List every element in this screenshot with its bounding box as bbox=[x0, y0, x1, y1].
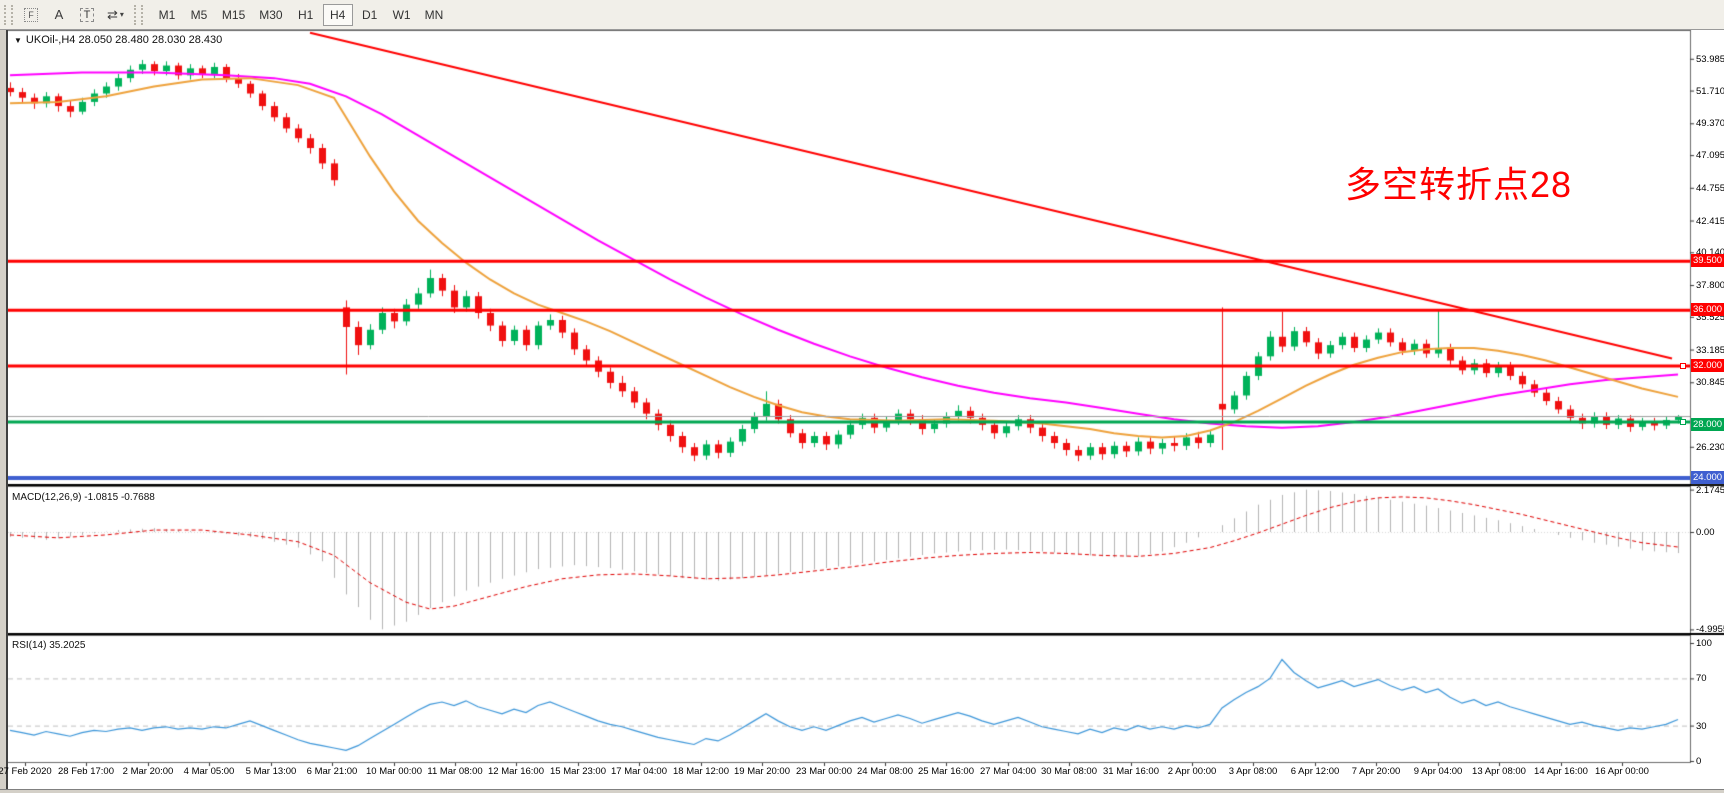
price-axis-tick: 26.230 bbox=[1696, 441, 1724, 453]
price-level-badge: 24.000 bbox=[1691, 470, 1724, 484]
time-axis-label: 27 Mar 04:00 bbox=[980, 766, 1036, 777]
time-axis-label: 4 Mar 05:00 bbox=[183, 766, 235, 777]
time-axis-label: 13 Apr 08:00 bbox=[1472, 766, 1526, 777]
price-axis-tick: 30.845 bbox=[1696, 377, 1724, 389]
price-axis-tick: 40.140 bbox=[1696, 247, 1724, 259]
time-axis-label: 24 Mar 08:00 bbox=[857, 766, 913, 777]
time-axis-label: 6 Mar 21:00 bbox=[306, 766, 358, 777]
price-axis-tick: 53.985 bbox=[1696, 53, 1724, 65]
tf-button-H4[interactable]: H4 bbox=[322, 3, 353, 26]
time-axis-label: 19 Mar 20:00 bbox=[734, 766, 790, 777]
rsi-axis-tick: 70 bbox=[1696, 673, 1707, 685]
line-anchor-marker[interactable] bbox=[1680, 363, 1686, 370]
time-axis-label: 18 Mar 12:00 bbox=[673, 766, 729, 777]
rsi-axis-tick: 100 bbox=[1696, 638, 1712, 649]
price-axis-tick: 49.370 bbox=[1696, 118, 1724, 130]
tf-button-M1[interactable]: M1 bbox=[152, 4, 182, 26]
time-axis-label: 2 Apr 00:00 bbox=[1167, 766, 1217, 777]
price-axis-tick: 51.710 bbox=[1696, 85, 1724, 97]
toolbar-grip[interactable] bbox=[4, 4, 13, 25]
dropdown-caret-icon[interactable]: ▾ bbox=[119, 10, 124, 19]
chart-header: ▼ UKOil-,H4 28.050 28.480 28.030 28.430 bbox=[14, 34, 222, 46]
price-level-badge: 28.000 bbox=[1691, 418, 1724, 432]
label-a-icon[interactable]: A bbox=[46, 3, 72, 27]
time-axis-label: 3 Apr 08:00 bbox=[1228, 766, 1278, 777]
time-axis-label: 25 Mar 16:00 bbox=[918, 766, 974, 777]
macd-label: MACD(12,26,9) -1.0815 -0.7688 bbox=[12, 492, 155, 503]
time-axis-label: 14 Apr 16:00 bbox=[1534, 766, 1588, 777]
text-tool-icon[interactable]: T bbox=[74, 3, 100, 27]
time-axis-label: 15 Mar 23:00 bbox=[550, 766, 606, 777]
price-axis-tick: 33.185 bbox=[1696, 344, 1724, 356]
time-axis-label: 5 Mar 13:00 bbox=[245, 766, 297, 777]
symbol-dropdown-icon[interactable]: ▼ bbox=[14, 36, 22, 45]
tf-button-M30[interactable]: M30 bbox=[253, 4, 288, 26]
timeframe-toolbar: M1 M5 M15 M30 H1 H4 D1 W1 MN bbox=[151, 3, 450, 26]
toolbar: F A T ⇄ ▾ M1 M5 M15 M30 H1 H4 D1 W1 MN bbox=[0, 0, 1724, 30]
macd-axis-tick: -4.9955 bbox=[1696, 624, 1724, 636]
time-axis-label: 7 Apr 20:00 bbox=[1351, 766, 1401, 777]
time-axis-label: 6 Apr 12:00 bbox=[1290, 766, 1340, 777]
time-axis-label: 30 Mar 08:00 bbox=[1041, 766, 1097, 777]
time-axis-label: 11 Mar 08:00 bbox=[427, 766, 483, 777]
time-axis-label: 17 Mar 04:00 bbox=[611, 766, 667, 777]
rsi-axis-tick: 30 bbox=[1696, 720, 1707, 732]
crosshair-grid-icon[interactable]: F bbox=[18, 3, 44, 27]
tf-button-H1[interactable]: H1 bbox=[291, 4, 321, 26]
toolbar-grip-2[interactable] bbox=[133, 4, 143, 25]
cycle-styles-icon[interactable]: ⇄ ▾ bbox=[102, 3, 129, 27]
time-axis-label: 31 Mar 16:00 bbox=[1103, 766, 1159, 777]
chart-text-annotation[interactable]: 多空转折点28 bbox=[1345, 164, 1573, 205]
price-level-badge: 36.000 bbox=[1691, 303, 1724, 317]
chart-area: ▼ UKOil-,H4 28.050 28.480 28.030 28.430 M… bbox=[0, 30, 1724, 793]
time-axis-label: 23 Mar 00:00 bbox=[796, 766, 852, 777]
tf-button-M5[interactable]: M5 bbox=[184, 4, 214, 26]
time-axis-label: 2 Mar 20:00 bbox=[122, 766, 174, 777]
price-axis-tick: 37.800 bbox=[1696, 280, 1724, 292]
line-anchor-marker[interactable] bbox=[1680, 419, 1686, 426]
time-axis-label: 28 Feb 17:00 bbox=[58, 766, 114, 777]
time-axis-label: 16 Apr 00:00 bbox=[1595, 766, 1649, 777]
price-axis-tick: 47.095 bbox=[1696, 150, 1724, 162]
price-axis-tick: 44.755 bbox=[1696, 182, 1724, 194]
tf-button-M15[interactable]: M15 bbox=[216, 4, 251, 26]
window-left-edge bbox=[0, 30, 8, 789]
time-axis-label: 9 Apr 04:00 bbox=[1413, 766, 1463, 777]
time-axis-label: 10 Mar 00:00 bbox=[366, 766, 422, 777]
rsi-axis-tick: 0 bbox=[1696, 756, 1702, 767]
macd-axis-tick: 2.1745 bbox=[1696, 484, 1724, 496]
price-level-badge: 39.500 bbox=[1691, 254, 1724, 268]
tf-button-W1[interactable]: W1 bbox=[387, 4, 417, 26]
window-bottom-edge bbox=[0, 789, 1724, 793]
rsi-label: RSI(14) 35.2025 bbox=[12, 640, 86, 651]
time-axis-label: 27 Feb 2020 bbox=[0, 766, 52, 777]
time-axis-label: 12 Mar 16:00 bbox=[488, 766, 544, 777]
price-chart-canvas[interactable] bbox=[0, 30, 1724, 793]
macd-axis-tick: 0.00 bbox=[1696, 527, 1715, 538]
symbol-ohlc-text: UKOil-,H4 28.050 28.480 28.030 28.430 bbox=[25, 34, 223, 46]
price-axis-tick: 42.415 bbox=[1696, 215, 1724, 227]
tf-button-MN[interactable]: MN bbox=[419, 4, 450, 26]
price-level-badge: 32.000 bbox=[1691, 359, 1724, 373]
tf-button-D1[interactable]: D1 bbox=[355, 4, 385, 26]
price-axis-tick: 35.525 bbox=[1696, 311, 1724, 323]
